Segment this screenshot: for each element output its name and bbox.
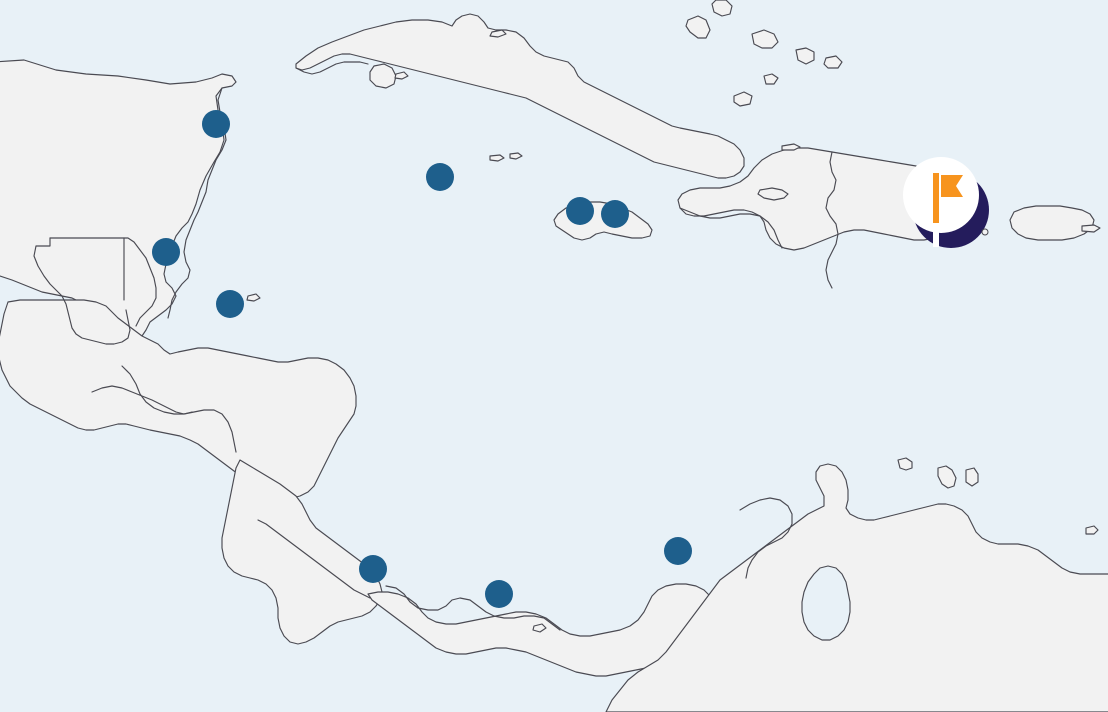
land-puerto-rico — [1009, 205, 1095, 241]
island-bahamas-7 — [763, 73, 779, 85]
land-south-america — [605, 463, 1108, 712]
land-nicaragua-costa-rica — [221, 459, 383, 645]
border-haiti-dr — [825, 151, 839, 289]
land-yucatan-east-detail — [167, 87, 227, 319]
land-central-america-north — [0, 299, 357, 499]
island-blanquilla — [1085, 525, 1099, 535]
island-cay-4 — [532, 623, 547, 633]
island-bonaire — [965, 467, 979, 487]
marker-jamaica-west[interactable] — [566, 197, 594, 225]
island-bahamas-5 — [823, 55, 843, 69]
marker-jamaica-east[interactable] — [601, 200, 629, 228]
coast-cuba-west — [295, 61, 369, 75]
border-costa-rica — [257, 519, 371, 599]
island-cay-1 — [489, 29, 507, 38]
marker-belize[interactable] — [152, 238, 180, 266]
marker-cancun[interactable] — [202, 110, 230, 138]
border-el-salvador — [91, 385, 193, 415]
marker-costa-rica[interactable] — [359, 555, 387, 583]
island-juventud — [369, 63, 397, 89]
island-cay-3 — [246, 293, 261, 302]
island-cayman-brac — [509, 152, 523, 160]
island-bahamas-6 — [733, 91, 753, 107]
lake-maracaibo — [801, 565, 851, 641]
selected-marker-dominican-republic[interactable] — [903, 157, 989, 248]
island-mona-dot — [981, 228, 989, 236]
island-aruba — [897, 457, 913, 471]
marker-colombia[interactable] — [664, 537, 692, 565]
coast-panama-detail — [385, 585, 561, 631]
border-guatemala — [33, 237, 131, 345]
marker-cayman[interactable] — [426, 163, 454, 191]
island-bahamas-1 — [685, 15, 711, 39]
flag-icon — [933, 173, 963, 225]
marker-honduras-bay[interactable] — [216, 290, 244, 318]
island-curacao — [937, 465, 957, 489]
land-hispaniola — [677, 147, 967, 251]
island-cay-2 — [394, 71, 409, 80]
land-belize — [123, 237, 157, 327]
island-bahamas-2 — [711, 0, 733, 17]
marker-layer[interactable] — [152, 110, 692, 608]
coast-guajira — [739, 497, 793, 579]
coast-haiti-south — [679, 207, 783, 249]
marker-pin-stem — [933, 223, 939, 247]
island-gonave — [757, 187, 789, 201]
border-honduras-nicaragua — [121, 365, 237, 453]
island-grand-cayman — [489, 154, 505, 162]
marker-panama[interactable] — [485, 580, 513, 608]
island-tortuga — [781, 143, 801, 151]
land-cuba — [295, 13, 745, 179]
island-bahamas-3 — [751, 29, 779, 49]
island-vieques — [1081, 224, 1101, 233]
island-bahamas-4 — [795, 47, 815, 65]
